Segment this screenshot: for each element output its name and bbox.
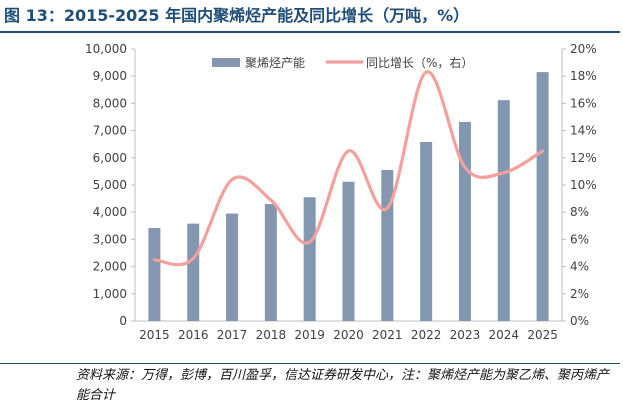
- bar-2018: [264, 204, 277, 321]
- bar-2015: [148, 227, 161, 321]
- bar-2023: [458, 121, 471, 322]
- bar-2020: [342, 181, 355, 321]
- legend-swatch-capacity: [212, 58, 240, 67]
- left-tick-label: 4,000: [93, 205, 127, 219]
- x-tick-label: 2023: [450, 328, 481, 342]
- x-tick-label: 2020: [333, 328, 364, 342]
- right-tick-label: 16%: [570, 96, 597, 110]
- left-tick-label: 3,000: [93, 232, 127, 246]
- x-tick-label: 2017: [217, 328, 248, 342]
- right-tick-label: 18%: [570, 69, 597, 83]
- left-tick-label: 6,000: [93, 151, 127, 165]
- x-tick-label: 2015: [139, 328, 170, 342]
- x-tick-label: 2025: [527, 328, 558, 342]
- x-tick-label: 2019: [294, 328, 325, 342]
- figure-title: 图 13：2015-2025 年国内聚烯烃产能及同比增长（万吨，%）: [4, 6, 470, 25]
- source-note: 资料来源：万得，彭博，百川盈孚，信达证券研发中心，注：聚烯烃产能为聚乙烯、聚丙烯…: [76, 368, 610, 403]
- right-tick-label: 0%: [570, 314, 589, 328]
- left-tick-label: 1,000: [93, 287, 127, 301]
- x-tick-label: 2018: [256, 328, 287, 342]
- bar-2016: [187, 223, 200, 321]
- right-tick-label: 12%: [570, 151, 597, 165]
- right-tick-label: 20%: [570, 42, 597, 56]
- growth-line: [152, 70, 545, 267]
- title-rule: [0, 31, 620, 33]
- right-tick-label: 6%: [570, 232, 589, 246]
- x-tick-label: 2016: [178, 328, 209, 342]
- left-tick-label: 0: [119, 314, 127, 328]
- bar-2024: [497, 100, 510, 321]
- bar-2019: [303, 197, 316, 321]
- right-tick-label: 4%: [570, 260, 589, 274]
- bar-2022: [420, 142, 433, 321]
- left-tick-label: 7,000: [93, 124, 127, 138]
- right-tick-label: 8%: [570, 205, 589, 219]
- left-tick-label: 8,000: [93, 96, 127, 110]
- source-rule: [0, 363, 620, 364]
- x-tick-label: 2021: [372, 328, 403, 342]
- x-tick-label: 2024: [488, 328, 519, 342]
- bar-2017: [226, 213, 239, 321]
- legend-label-capacity: 聚烯烃产能: [245, 56, 305, 70]
- left-tick-label: 10,000: [85, 42, 127, 56]
- chart: 0 1,000 2,000 3,000 4,000 5,000 6,000 7,000 8,00…: [85, 42, 597, 342]
- right-tick-label: 14%: [570, 124, 597, 138]
- bar-2025: [536, 72, 549, 321]
- right-tick-label: 10%: [570, 178, 597, 192]
- left-tick-label: 5,000: [93, 178, 127, 192]
- legend-label-growth: 同比增长（%，右）: [366, 55, 473, 70]
- x-tick-label: 2022: [411, 328, 442, 342]
- right-tick-label: 2%: [570, 287, 589, 301]
- left-tick-label: 9,000: [93, 69, 127, 83]
- left-tick-label: 2,000: [93, 260, 127, 274]
- bar-2021: [381, 170, 394, 321]
